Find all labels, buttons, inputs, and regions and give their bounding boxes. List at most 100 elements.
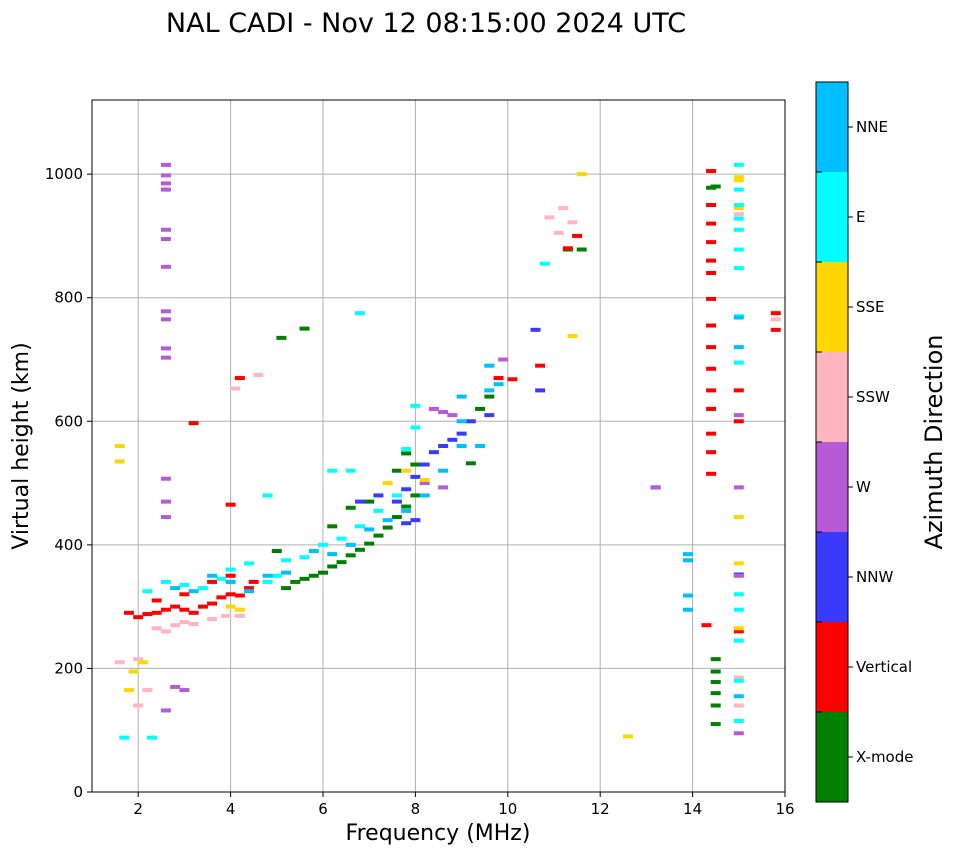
colorbar-label: X-mode	[856, 748, 913, 766]
data-point	[160, 515, 171, 520]
colorbar-segment	[816, 352, 848, 442]
data-point	[160, 579, 171, 584]
data-point	[710, 680, 721, 685]
data-point	[733, 388, 744, 393]
data-point	[465, 419, 476, 424]
data-point	[354, 499, 365, 504]
data-point	[244, 589, 255, 594]
data-point	[770, 311, 781, 316]
data-point	[244, 586, 255, 591]
data-point	[160, 162, 171, 167]
data-point	[373, 533, 384, 538]
data-point	[170, 684, 181, 689]
colorbar-segment	[816, 442, 848, 532]
data-point	[733, 227, 744, 232]
data-point	[733, 360, 744, 365]
colorbar-segment	[816, 532, 848, 622]
data-point	[308, 573, 319, 578]
data-point	[438, 485, 449, 490]
data-point	[299, 326, 310, 331]
data-point	[179, 607, 190, 612]
data-point	[123, 610, 134, 615]
data-point	[484, 363, 495, 368]
data-point	[682, 607, 693, 612]
colorbar-label: SSW	[856, 388, 890, 406]
data-point	[572, 233, 583, 238]
data-point	[401, 447, 412, 452]
data-point	[188, 421, 199, 426]
data-point	[114, 444, 125, 448]
data-point	[530, 327, 541, 332]
data-point	[401, 521, 412, 526]
colorbar-label: W	[856, 478, 871, 496]
data-point	[281, 570, 292, 575]
data-point	[733, 216, 744, 221]
data-point	[428, 450, 439, 455]
data-point	[207, 601, 218, 606]
data-point	[262, 579, 273, 584]
data-point	[160, 317, 171, 322]
data-point	[345, 553, 356, 558]
data-point	[382, 518, 393, 523]
data-point	[576, 172, 587, 177]
data-point	[733, 675, 744, 680]
y-tick-label: 1000	[45, 165, 83, 183]
data-point	[710, 722, 721, 727]
data-point	[188, 610, 199, 615]
data-point	[733, 731, 744, 736]
series-w	[160, 162, 744, 736]
series-vertical	[123, 169, 781, 634]
data-point	[733, 419, 744, 424]
data-point	[207, 573, 218, 578]
data-point	[197, 586, 208, 591]
data-point	[456, 444, 467, 448]
data-point	[160, 629, 171, 634]
data-point	[706, 431, 717, 436]
data-point	[706, 169, 717, 174]
data-point	[345, 542, 356, 547]
data-point	[230, 386, 241, 391]
data-point	[373, 508, 384, 513]
data-point	[119, 735, 130, 740]
data-point	[225, 604, 236, 609]
data-point	[733, 266, 744, 271]
data-point	[179, 688, 190, 693]
data-point	[410, 403, 421, 408]
colorbar-label: Vertical	[856, 658, 912, 676]
data-point	[419, 481, 430, 486]
x-tick-label: 12	[591, 800, 610, 818]
data-point	[622, 734, 633, 739]
data-point	[391, 499, 402, 504]
data-point	[706, 450, 717, 455]
data-point	[318, 542, 328, 547]
data-point	[207, 617, 218, 621]
data-point	[160, 187, 171, 192]
data-point	[160, 499, 171, 504]
data-point	[770, 327, 781, 332]
data-point	[567, 334, 578, 339]
data-point	[276, 335, 287, 340]
data-point	[456, 419, 467, 424]
data-point	[438, 444, 449, 448]
data-point	[234, 607, 245, 612]
data-point	[401, 451, 412, 456]
data-point	[364, 499, 375, 504]
data-point	[701, 623, 712, 628]
data-point	[544, 215, 555, 220]
y-tick-label: 200	[54, 659, 83, 677]
data-point	[475, 444, 486, 448]
x-tick-label: 4	[226, 800, 236, 818]
y-tick-label: 400	[54, 536, 83, 554]
data-point	[133, 703, 144, 708]
data-point	[299, 555, 310, 560]
data-point	[170, 623, 181, 628]
data-point	[733, 607, 744, 612]
data-point	[733, 206, 744, 211]
data-point	[225, 592, 236, 597]
data-point	[160, 476, 171, 481]
colorbar: X-mode Vertical NNW W SSW SSE E NNE	[816, 82, 913, 802]
data-point	[147, 735, 158, 740]
data-point	[706, 185, 717, 190]
colorbar-segment	[816, 82, 848, 172]
data-point	[401, 487, 412, 492]
